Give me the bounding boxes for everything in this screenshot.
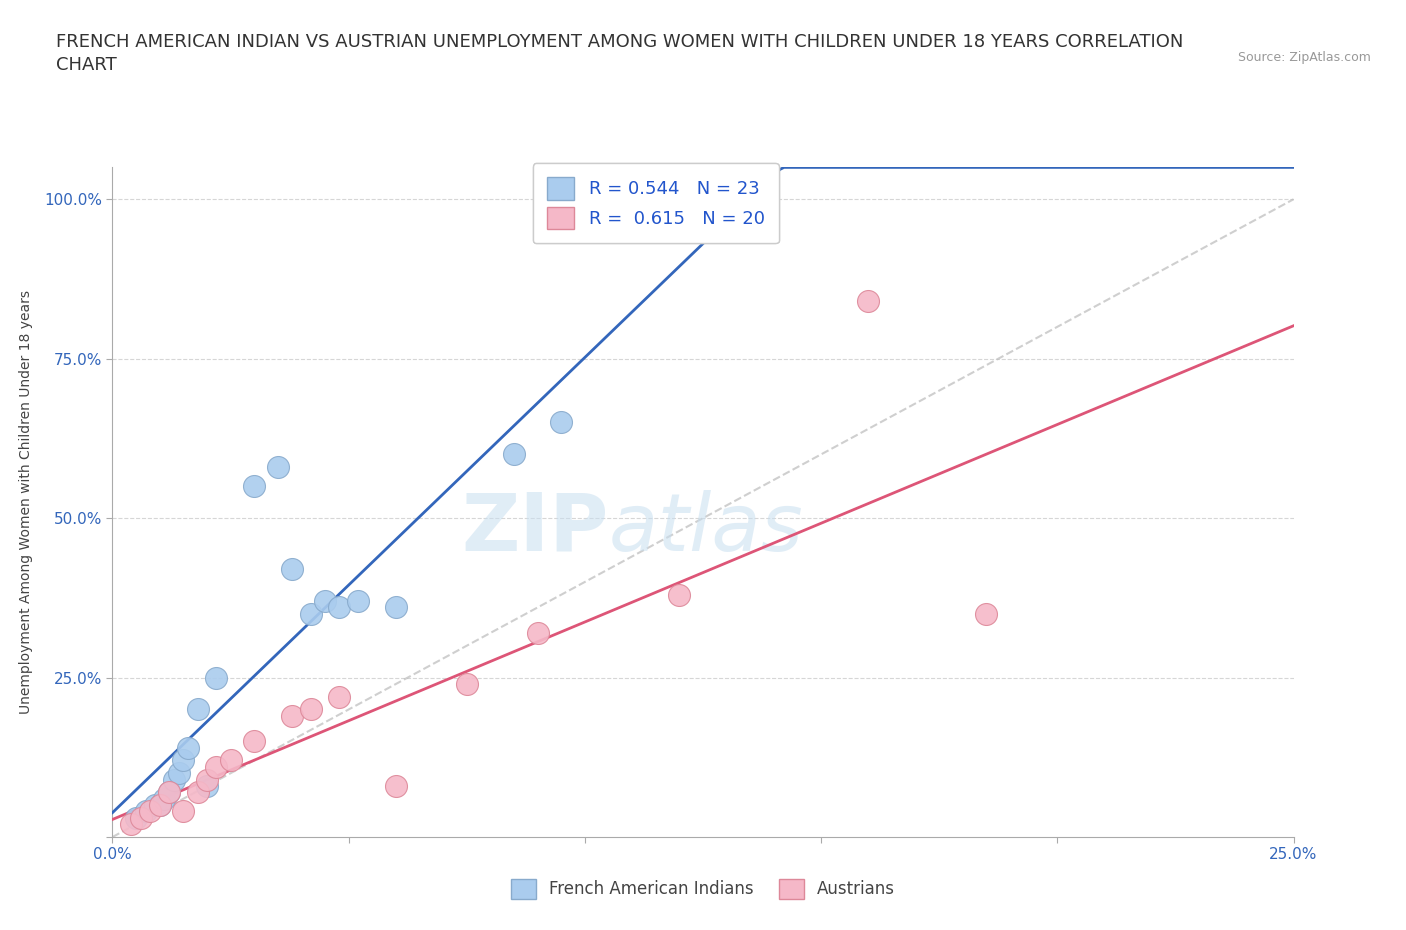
Point (195, 772, 218, 787)
Point (186, 702, 208, 717)
Point (149, 798, 172, 813)
Point (129, 810, 152, 825)
Point (267, 459, 290, 474)
Point (157, 785, 180, 800)
Point (167, 765, 190, 780)
Point (177, 740, 200, 755)
Point (299, 606, 322, 621)
Text: atlas: atlas (609, 490, 803, 568)
Point (163, 772, 186, 787)
Point (172, 804, 194, 819)
Point (328, 600, 350, 615)
Point (157, 785, 180, 800)
Point (858, 294, 880, 309)
Point (503, 447, 526, 462)
Legend: French American Indians, Austrians: French American Indians, Austrians (498, 866, 908, 912)
Legend: R = 0.544   N = 23, R =  0.615   N = 20: R = 0.544 N = 23, R = 0.615 N = 20 (533, 163, 779, 244)
Point (205, 671, 228, 685)
Point (385, 778, 408, 793)
Point (186, 785, 208, 800)
Point (243, 734, 266, 749)
Point (135, 804, 157, 819)
Point (195, 778, 218, 793)
Point (281, 709, 304, 724)
Point (149, 798, 172, 813)
Point (120, 817, 142, 831)
Point (456, 676, 478, 691)
Point (299, 702, 322, 717)
Point (143, 798, 166, 813)
Point (976, 606, 998, 621)
Point (139, 804, 162, 819)
Point (328, 689, 350, 704)
Point (172, 753, 194, 768)
Point (668, 587, 690, 602)
Point (125, 810, 148, 825)
Y-axis label: Unemployment Among Women with Children Under 18 years: Unemployment Among Women with Children U… (18, 290, 32, 714)
Text: ZIP: ZIP (461, 490, 609, 568)
Text: Source: ZipAtlas.com: Source: ZipAtlas.com (1237, 51, 1371, 64)
Point (153, 791, 176, 806)
Point (243, 479, 266, 494)
Point (526, 626, 548, 641)
Point (205, 760, 228, 775)
Point (550, 415, 572, 430)
Point (281, 562, 304, 577)
Point (314, 593, 336, 608)
Point (385, 600, 408, 615)
Point (347, 593, 370, 608)
Point (219, 753, 242, 768)
Text: FRENCH AMERICAN INDIAN VS AUSTRIAN UNEMPLOYMENT AMONG WOMEN WITH CHILDREN UNDER : FRENCH AMERICAN INDIAN VS AUSTRIAN UNEMP… (56, 33, 1184, 74)
